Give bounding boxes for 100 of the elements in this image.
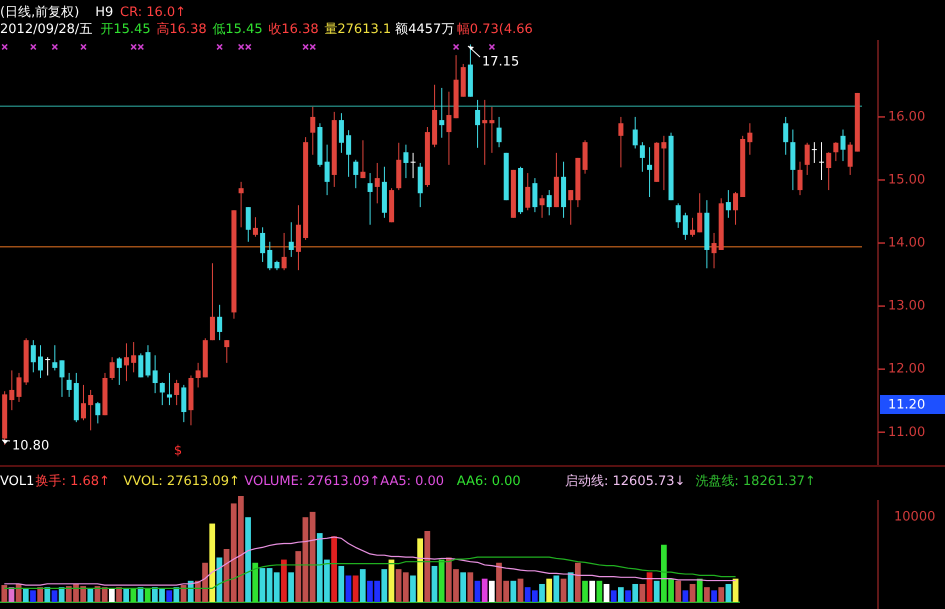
bar [424,530,430,602]
candlestick [403,144,408,179]
bar [654,580,660,602]
text: 量27613.1 [324,22,392,37]
text: AA6: 0.00 [456,474,521,489]
candlestick [346,130,352,178]
candlestick [267,241,272,271]
candlestick [697,192,702,233]
candlestick [66,372,72,398]
bar [252,562,258,602]
candlestick [804,142,810,176]
candlestick [798,161,803,196]
text: AA5: 0.00 [380,474,444,489]
bar [510,580,516,602]
candlestick [540,194,545,218]
bar [166,590,172,602]
bar [553,576,560,602]
candlestick [80,384,86,421]
bar [288,572,294,602]
candlestick [819,142,824,180]
candlestick [88,389,94,431]
annotation: $ [174,444,182,459]
candlestick [124,342,129,382]
bar [37,587,44,602]
candlestick [338,112,344,154]
bar [718,587,724,602]
candlestick [640,142,645,172]
bar [338,566,344,602]
text: 幅0.73(4.66 [456,22,533,37]
bar [589,580,596,602]
text: 启动线: 12605.73↓ [565,473,686,489]
bar [245,517,251,602]
candlestick [632,116,638,149]
bar [144,588,151,602]
candlestick [546,190,552,216]
bar [174,587,180,602]
candlestick [324,144,330,196]
candlestick [238,181,244,228]
candlestick [246,206,251,242]
bar [539,584,545,602]
text: 开15.45 [100,22,151,37]
candlestick [568,190,574,226]
candlestick [252,216,258,238]
bar [346,576,352,602]
text: 高16.38 [156,21,207,37]
bar [675,580,682,602]
candlestick [16,372,22,402]
bar [582,580,588,602]
bar [704,587,710,602]
y-tick-label: 11.00 [888,424,926,440]
chart-title: (日线,前复权) [0,5,80,20]
bar [618,587,624,602]
candlestick [288,222,294,258]
candlestick [661,135,666,191]
candlestick [747,122,752,156]
candlestick [475,99,480,148]
bar [138,587,144,602]
candlestick [690,217,696,238]
bar [488,580,495,602]
bar [180,585,186,602]
bar [123,588,130,602]
candlestick [676,202,681,228]
candlestick [833,142,838,162]
candlestick [282,232,287,271]
candlestick [840,129,846,162]
bar [130,588,136,602]
candlestick [726,190,731,218]
candlestick [482,99,488,166]
candlestick [160,382,165,406]
candlestick [682,212,688,240]
candlestick [826,152,832,191]
text: VVOL: 27613.09↑ [123,474,240,489]
text: H9 [95,5,114,20]
candlestick [489,106,494,154]
bar [331,536,337,602]
bar [410,576,416,602]
candlestick [446,91,452,166]
candlestick [848,142,853,176]
text: 2012/09/28/五 [0,22,92,37]
candlestick [152,354,158,394]
y-tick-label: 14.00 [888,236,926,251]
bar [281,560,287,602]
candlestick [196,362,201,388]
bar [610,590,617,602]
bar [438,560,445,602]
text: 11.20 [888,398,926,413]
candlestick [52,344,58,371]
bar [360,569,366,602]
candlestick [525,172,530,211]
candlestick [647,146,652,198]
candlestick [410,152,416,179]
candlestick [30,340,36,373]
text: 额4457万 [395,22,454,37]
candlestick [45,356,50,376]
bar [87,588,94,602]
text: 洗盘线: 18261.37↑ [695,474,816,489]
candlestick [368,172,373,226]
bar [388,560,394,602]
y-tick-label: 12.00 [888,362,926,377]
bar [216,557,222,602]
